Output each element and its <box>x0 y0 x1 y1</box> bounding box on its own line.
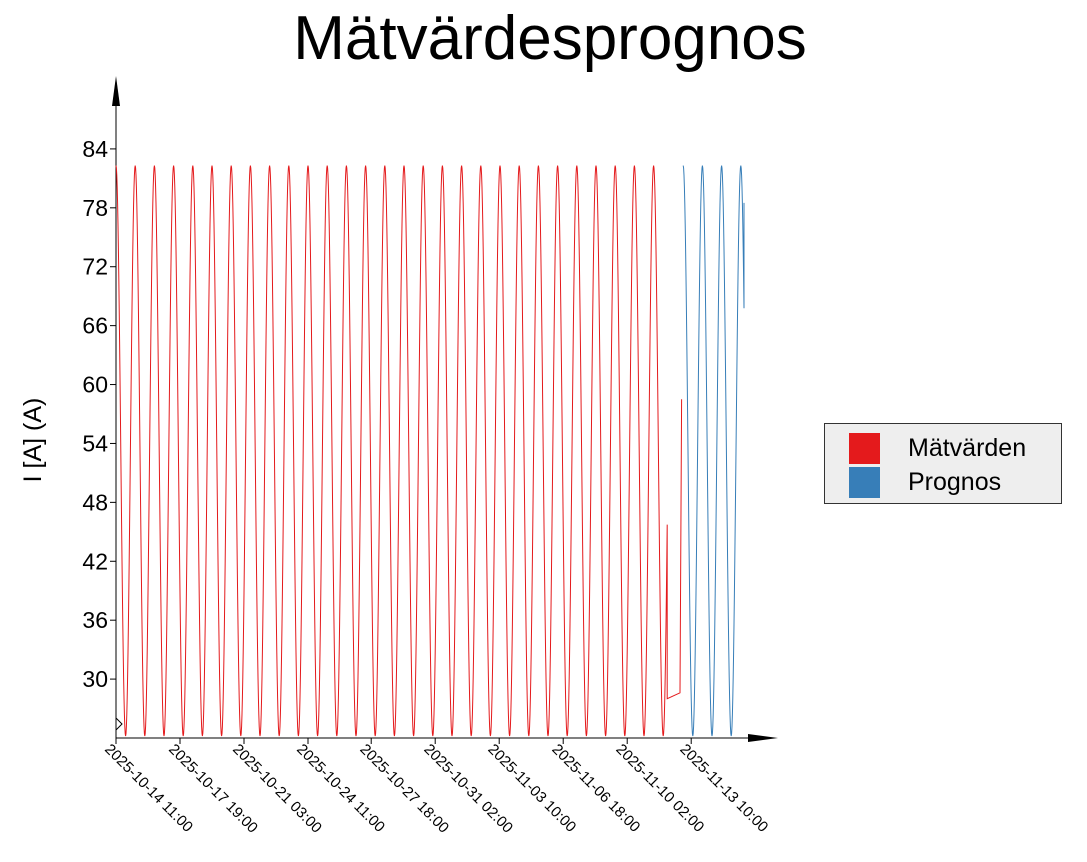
legend-swatch-matvarden <box>849 432 880 464</box>
axes <box>112 76 778 742</box>
y-tick-label: 30 <box>82 666 108 692</box>
x-axis-arrow <box>748 734 778 742</box>
y-tick-label: 54 <box>82 430 108 456</box>
y-ticks: 30 36 42 48 54 60 66 72 78 84 <box>82 136 116 692</box>
legend-swatch-prognos <box>849 466 880 498</box>
series-layer <box>115 165 745 737</box>
legend-label-prognos: Prognos <box>908 467 1002 496</box>
y-tick-label: 42 <box>82 548 108 574</box>
y-axis-break <box>115 717 123 731</box>
y-axis-arrow <box>112 76 120 106</box>
y-tick-label: 60 <box>82 372 108 398</box>
y-tick-label: 72 <box>82 254 108 280</box>
series-line-matvarden <box>115 165 683 737</box>
y-tick-label: 84 <box>82 136 108 162</box>
y-tick-label: 78 <box>82 195 108 221</box>
series-line-prognos <box>682 165 745 737</box>
y-tick-label: 36 <box>82 607 108 633</box>
chart-title: Mätvärdesprognos <box>293 4 807 73</box>
y-axis-label: I [A] (A) <box>19 398 47 483</box>
legend-item-matvarden: Mätvärden <box>849 432 1026 464</box>
y-tick-label: 48 <box>82 489 108 515</box>
y-tick-label: 66 <box>82 313 108 339</box>
legend: Mätvärden Prognos <box>824 423 1062 504</box>
legend-item-prognos: Prognos <box>849 466 1001 498</box>
legend-label-matvarden: Mätvärden <box>908 433 1027 462</box>
